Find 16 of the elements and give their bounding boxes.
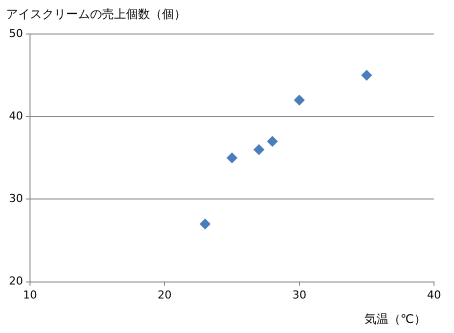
x-tick-label: 10 [22, 288, 37, 302]
x-tick-label: 30 [292, 288, 306, 302]
point [266, 136, 278, 147]
y-tick-label: 50 [8, 26, 23, 40]
point [200, 218, 211, 230]
y-tick-label: 30 [8, 192, 23, 206]
x-tick-label: 40 [427, 288, 441, 302]
point [226, 152, 238, 164]
y-tick-label: 40 [8, 109, 23, 122]
point [253, 144, 264, 156]
point [294, 94, 305, 106]
point [361, 70, 372, 81]
x-axis-title: 気温（℃） [364, 312, 426, 326]
x-tick-label: 20 [158, 288, 172, 302]
y-tick-label: 20 [8, 274, 23, 288]
y-axis-title: アイスクリームの売上個数（個） [6, 7, 186, 22]
